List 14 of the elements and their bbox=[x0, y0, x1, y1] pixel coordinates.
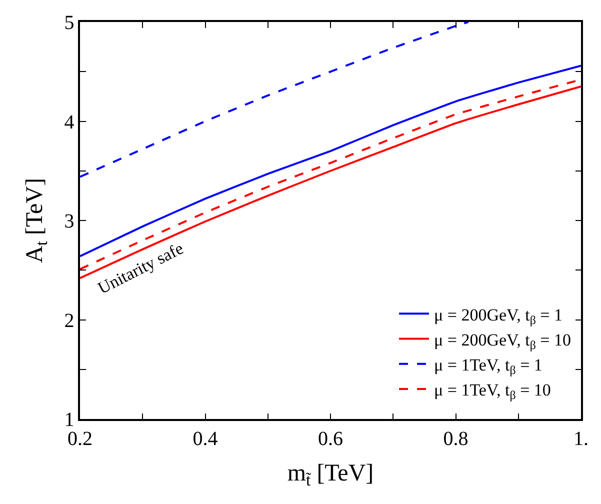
legend-label: μ = 1TeV, t$_{β}$ = 1 bbox=[434, 355, 542, 378]
y-tick-label: 3 bbox=[64, 210, 74, 232]
x-tick-label: 0.6 bbox=[318, 428, 343, 450]
y-tick-label: 2 bbox=[64, 310, 74, 332]
legend-label: μ = 200GeV, t$_{β}$ = 1 bbox=[434, 305, 562, 327]
x-tick-label: 1. bbox=[574, 428, 588, 450]
legend-label: μ = 1TeV, t$_{β}$ = 10 bbox=[434, 380, 551, 402]
x-tick-label: 0.8 bbox=[443, 428, 468, 450]
x-axis-title: m$_{t̃}$ [TeV] bbox=[287, 460, 374, 490]
line-series bbox=[80, 22, 470, 178]
y-tick-label: 5 bbox=[64, 12, 74, 34]
x-tick-label: 0.4 bbox=[192, 428, 218, 450]
y-tick-label: 4 bbox=[64, 111, 74, 134]
legend-label: μ = 200GeV, t$_{β}$ = 10 bbox=[434, 330, 571, 352]
